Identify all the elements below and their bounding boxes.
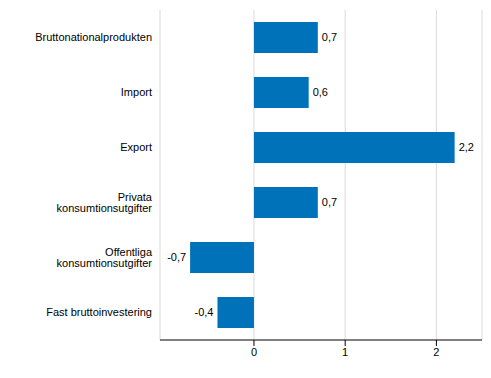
svg-text:Privatakonsumtionsutgifter: Privatakonsumtionsutgifter	[57, 191, 153, 214]
svg-text:0,7: 0,7	[322, 31, 337, 43]
svg-text:Offentligakonsumtionsutgifter: Offentligakonsumtionsutgifter	[57, 246, 153, 269]
svg-text:Export: Export	[120, 141, 152, 153]
svg-text:2,2: 2,2	[459, 141, 474, 153]
svg-text:2: 2	[433, 346, 439, 358]
svg-text:Bruttonationalprodukten: Bruttonationalprodukten	[35, 31, 152, 43]
svg-text:-0,7: -0,7	[167, 251, 186, 263]
svg-text:0,7: 0,7	[322, 196, 337, 208]
svg-text:0: 0	[251, 346, 257, 358]
svg-text:1: 1	[342, 346, 348, 358]
svg-text:0,6: 0,6	[313, 86, 328, 98]
svg-text:Fast bruttoinvestering: Fast bruttoinvestering	[46, 306, 152, 318]
svg-text:Import: Import	[121, 86, 152, 98]
svg-text:-0,4: -0,4	[194, 306, 213, 318]
